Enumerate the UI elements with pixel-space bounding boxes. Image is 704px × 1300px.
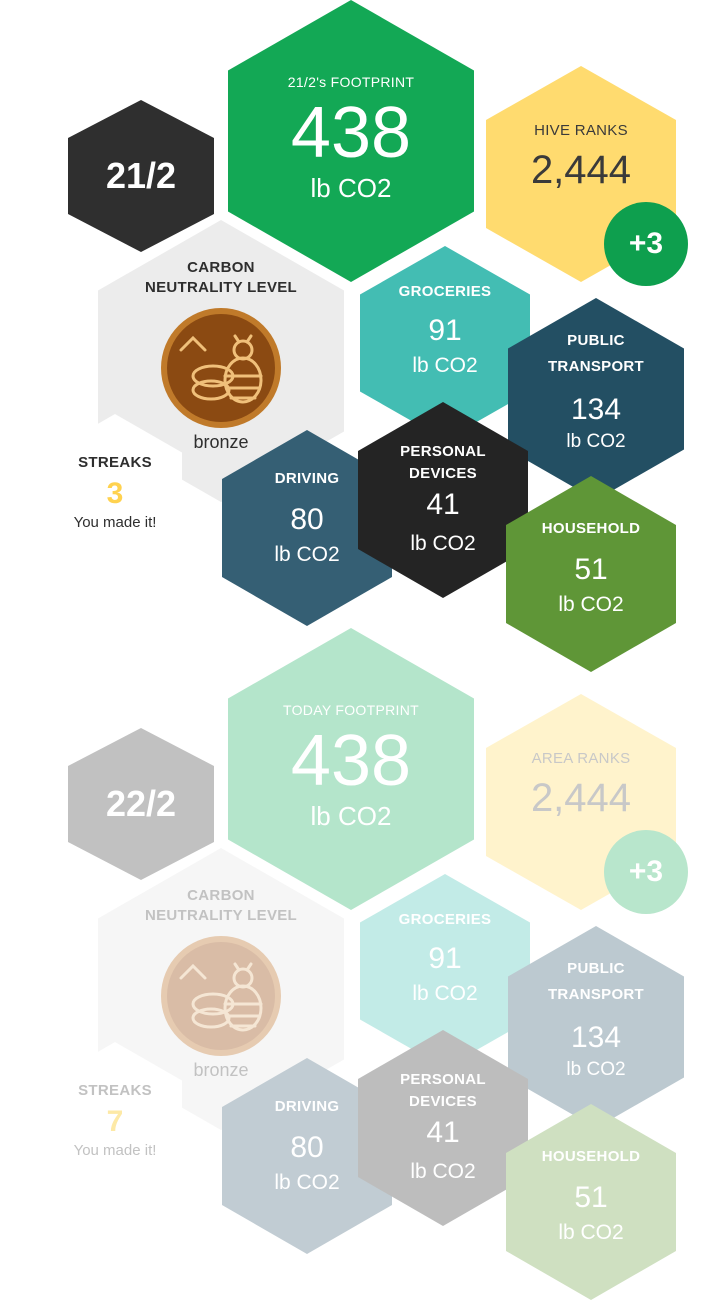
personal-devices-label-line1: PERSONAL [400, 1071, 486, 1088]
streaks-label: STREAKS [78, 453, 152, 471]
public-transport-unit: lb CO2 [566, 1059, 626, 1080]
neutrality-title-line1: CARBON [187, 887, 255, 904]
household-hex[interactable]: HOUSEHOLD 51 lb CO2 [506, 1104, 676, 1300]
household-label: HOUSEHOLD [541, 520, 641, 537]
neutrality-title-line2: NEUTRALITY LEVEL [144, 907, 298, 924]
public-transport-value: 134 [570, 1021, 622, 1054]
driving-value: 80 [290, 1131, 324, 1164]
public-transport-label-line2: TRANSPORT [547, 358, 645, 375]
driving-label: DRIVING [274, 470, 340, 487]
neutrality-title-line1: CARBON [187, 259, 255, 276]
footprint-hex[interactable]: TODAY FOOTPRINT 438 lb CO2 [228, 628, 474, 910]
ranks-value: 2,444 [530, 148, 632, 192]
household-value: 51 [574, 1181, 608, 1214]
public-transport-label-line2: TRANSPORT [547, 986, 645, 1003]
date-hex[interactable]: 21/2 [68, 100, 214, 252]
day-section-1: 21/2 21/2's FOOTPRINT 438 lb CO2 HIVE RA… [0, 0, 704, 672]
bee-medal-icon [159, 306, 283, 430]
footprint-value: 438 [290, 93, 412, 173]
footprint-value: 438 [290, 721, 412, 801]
footprint-unit: lb CO2 [310, 173, 392, 203]
driving-unit: lb CO2 [274, 543, 340, 566]
bee-medal-icon [159, 934, 283, 1058]
personal-devices-label-line2: DEVICES [409, 1093, 477, 1110]
ranks-hex[interactable]: AREA RANKS 2,444 [486, 694, 676, 910]
ranks-label: HIVE RANKS [534, 122, 628, 139]
personal-devices-unit: lb CO2 [410, 1160, 476, 1183]
groceries-label: GROCERIES [398, 283, 492, 300]
rank-change-badge: +3 [604, 202, 688, 286]
footprint-label: 21/2's FOOTPRINT [287, 74, 415, 90]
driving-label: DRIVING [274, 1098, 340, 1115]
date-label: 22/2 [105, 783, 177, 824]
streaks-message: You made it! [73, 1141, 157, 1159]
neutrality-level-text: bronze [193, 432, 249, 452]
neutrality-level-text: bronze [193, 1060, 249, 1080]
day-summary-section: 22/2 TODAY FOOTPRINT 438 lb CO2 AREA RAN… [0, 628, 704, 1300]
groceries-unit: lb CO2 [412, 354, 478, 377]
personal-devices-label-line2: DEVICES [409, 465, 477, 482]
streaks-value: 7 [106, 1104, 124, 1138]
ranks-label: AREA RANKS [531, 750, 631, 767]
groceries-unit: lb CO2 [412, 982, 478, 1005]
household-unit: lb CO2 [558, 593, 624, 616]
streaks-value: 3 [106, 476, 124, 510]
streaks-message: You made it! [73, 513, 157, 531]
public-transport-hex[interactable]: PUBLIC TRANSPORT 134 lb CO2 [508, 926, 684, 1128]
public-transport-unit: lb CO2 [566, 431, 626, 452]
public-transport-hex[interactable]: PUBLIC TRANSPORT 134 lb CO2 [508, 298, 684, 500]
footprint-label: TODAY FOOTPRINT [283, 702, 419, 718]
groceries-label: GROCERIES [398, 911, 492, 928]
personal-devices-label-line1: PERSONAL [400, 443, 486, 460]
personal-devices-value: 41 [426, 1116, 460, 1149]
day-summary-section: 21/2 21/2's FOOTPRINT 438 lb CO2 HIVE RA… [0, 0, 704, 672]
personal-devices-value: 41 [426, 488, 460, 521]
ranks-hex[interactable]: HIVE RANKS 2,444 [486, 66, 676, 282]
household-label: HOUSEHOLD [541, 1148, 641, 1165]
household-unit: lb CO2 [558, 1221, 624, 1244]
date-hex[interactable]: 22/2 [68, 728, 214, 880]
driving-unit: lb CO2 [274, 1171, 340, 1194]
driving-value: 80 [290, 503, 324, 536]
household-value: 51 [574, 553, 608, 586]
streaks-label: STREAKS [78, 1081, 152, 1099]
groceries-value: 91 [428, 314, 462, 347]
rank-change-badge: +3 [604, 830, 688, 914]
groceries-value: 91 [428, 942, 462, 975]
public-transport-label-line1: PUBLIC [567, 960, 625, 977]
day-section-2: 22/2 TODAY FOOTPRINT 438 lb CO2 AREA RAN… [0, 628, 704, 1300]
footprint-hex[interactable]: 21/2's FOOTPRINT 438 lb CO2 [228, 0, 474, 282]
public-transport-label-line1: PUBLIC [567, 332, 625, 349]
date-label: 21/2 [105, 155, 177, 196]
ranks-value: 2,444 [530, 776, 632, 820]
neutrality-title-line2: NEUTRALITY LEVEL [144, 279, 298, 296]
personal-devices-unit: lb CO2 [410, 532, 476, 555]
public-transport-value: 134 [570, 393, 622, 426]
footprint-unit: lb CO2 [310, 801, 392, 831]
